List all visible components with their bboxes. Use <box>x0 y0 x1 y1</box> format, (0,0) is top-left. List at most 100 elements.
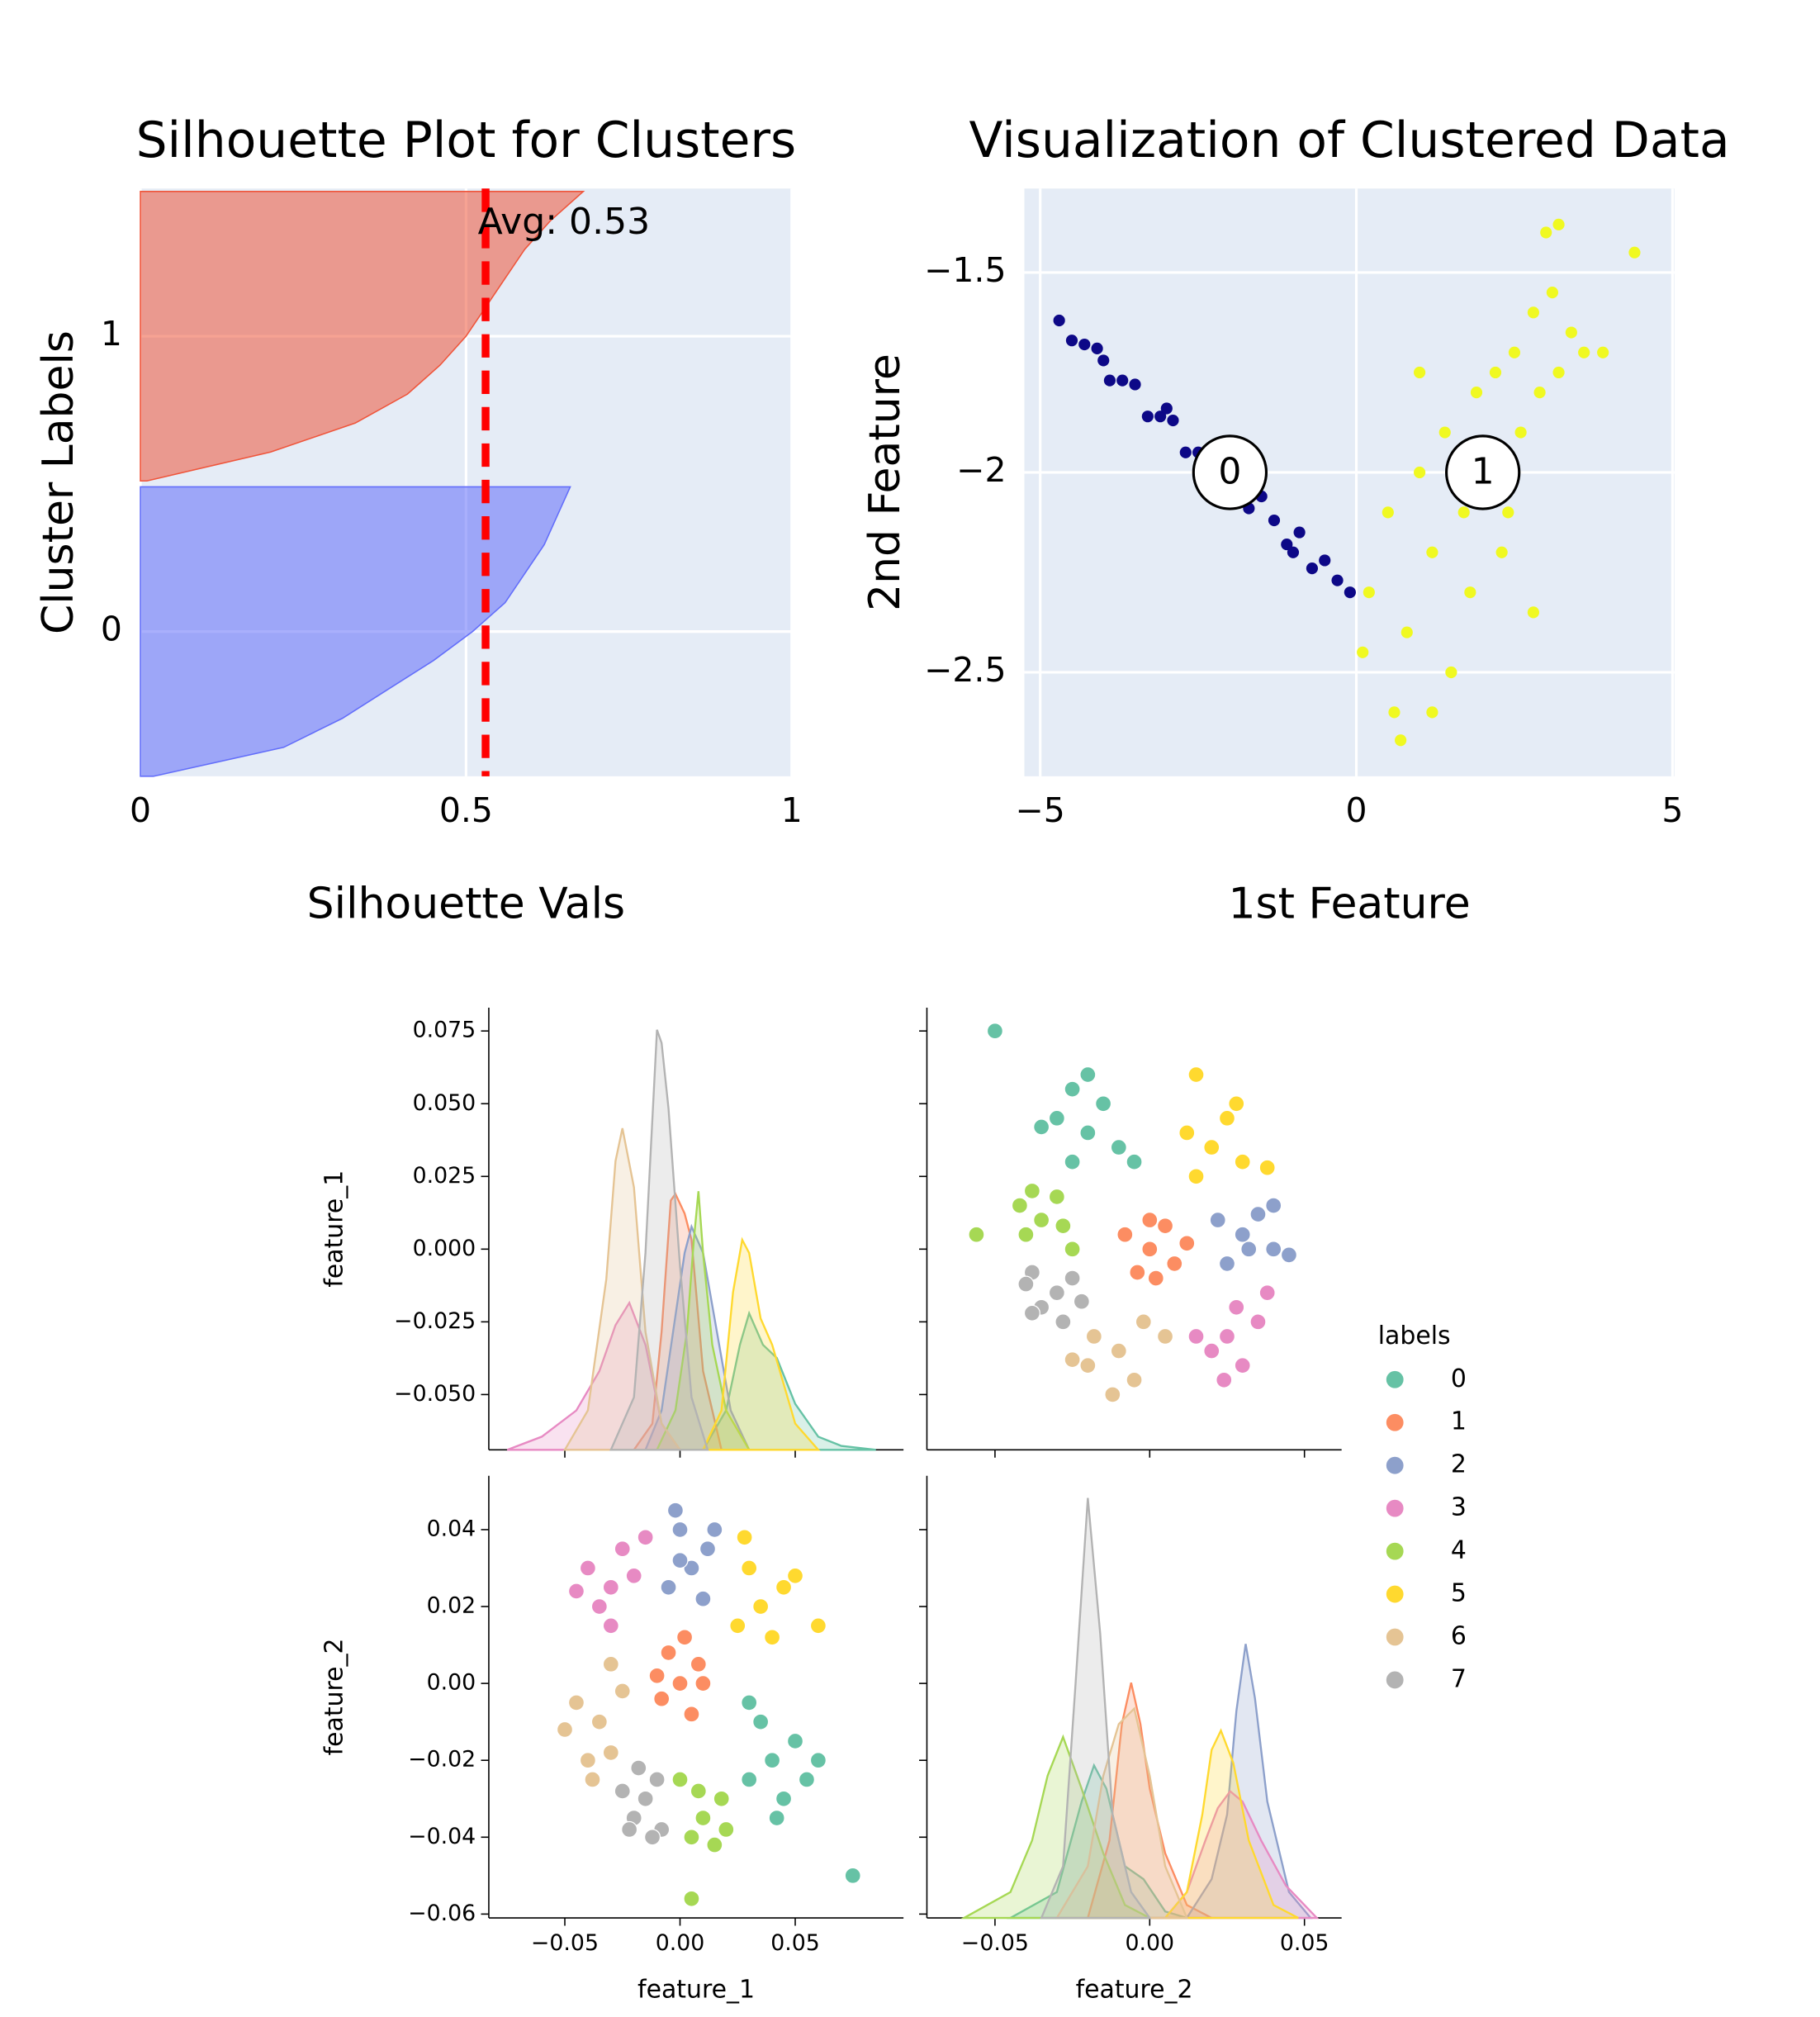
scatter-point <box>741 1559 758 1577</box>
scatter-point <box>809 1617 827 1635</box>
x-tick-label: 0 <box>1346 790 1367 830</box>
kde-curve <box>1185 1644 1313 1920</box>
scatter-point <box>1388 706 1401 719</box>
y-axis-label: feature_1 <box>320 1170 349 1288</box>
scatter-point <box>1470 387 1483 399</box>
legend-label: 7 <box>1451 1664 1467 1693</box>
scatter-point <box>671 1552 689 1569</box>
x-axis-label: 1st Feature <box>1228 879 1470 928</box>
y-tick-label: 0.075 <box>413 1018 476 1043</box>
scatter-point <box>1011 1197 1028 1214</box>
scatter-point <box>706 1521 723 1539</box>
legend-label: 0 <box>1451 1364 1467 1393</box>
cluster-center-label: 0 <box>1218 451 1241 493</box>
scatter-point <box>602 1578 619 1596</box>
scatter-point <box>1064 1241 1081 1258</box>
scatter-point <box>1048 1188 1065 1206</box>
scatter-point <box>1218 1255 1236 1273</box>
scatter-point <box>637 1529 654 1546</box>
scatter-point <box>786 1732 804 1750</box>
scatter-point <box>1023 1182 1040 1199</box>
scatter-point <box>683 1829 700 1846</box>
scatter-point <box>1048 1109 1065 1127</box>
scatter-point <box>683 1890 700 1907</box>
scatter-point <box>1126 1371 1143 1388</box>
kde-curve <box>960 1734 1150 1920</box>
legend-marker <box>1385 1498 1405 1518</box>
scatter-point <box>1258 1284 1276 1302</box>
x-tick-label: −0.05 <box>961 1930 1029 1956</box>
y-axis-label: feature_2 <box>320 1638 349 1755</box>
kde-curve <box>632 1192 723 1451</box>
scatter-point <box>671 1675 689 1692</box>
kde-curve <box>1055 1706 1189 1920</box>
scatter-point <box>1249 1313 1267 1331</box>
y-tick-label: 1 <box>101 314 122 354</box>
scatter-point <box>1546 287 1558 299</box>
chart-title: Visualization of Clustered Data <box>969 112 1730 169</box>
scatter-point <box>1363 586 1375 599</box>
scatter-point <box>1234 1357 1251 1374</box>
scatter-point <box>1048 1284 1065 1302</box>
scatter-point <box>1079 1065 1097 1084</box>
legend-label: 6 <box>1451 1621 1467 1650</box>
scatter-point <box>660 1578 677 1596</box>
scatter-point <box>786 1567 804 1584</box>
average-label: Avg: 0.53 <box>478 201 651 243</box>
scatter-point <box>1533 387 1546 399</box>
scatter-point <box>752 1713 770 1730</box>
chart-title: Silhouette Plot for Clusters <box>136 112 797 169</box>
scatter-point <box>1527 606 1540 619</box>
scatter-point <box>1552 218 1565 230</box>
scatter-point <box>660 1644 677 1661</box>
x-tick-label: 0 <box>130 790 151 830</box>
scatter-point <box>1281 538 1293 551</box>
scatter-point <box>729 1617 746 1635</box>
kde-curve <box>1163 1728 1299 1920</box>
scatter-point <box>1414 366 1426 379</box>
scatter-point <box>1597 346 1609 358</box>
scatter-point <box>648 1771 666 1788</box>
scatter-point <box>1160 402 1173 415</box>
scatter-point <box>1382 506 1394 519</box>
x-tick-label: 1 <box>781 790 803 830</box>
scatter-point <box>1187 1065 1205 1084</box>
y-tick-label: 0 <box>101 610 122 649</box>
scatter-point <box>1166 1255 1183 1273</box>
kde-curve <box>1163 1789 1320 1920</box>
y-tick-label: 0.050 <box>413 1090 476 1116</box>
scatter-point <box>590 1597 608 1616</box>
legend-title: labels <box>1378 1322 1451 1350</box>
scatter-point <box>713 1790 730 1807</box>
scatter-point <box>1228 1095 1245 1113</box>
scatter-point <box>1319 554 1331 567</box>
scatter-point <box>1023 1304 1040 1322</box>
legend-label: 1 <box>1451 1407 1467 1436</box>
silhouette-area <box>140 486 571 777</box>
scatter-point <box>1426 706 1438 719</box>
scatter-point <box>1091 342 1103 354</box>
y-tick-label: −0.04 <box>408 1824 476 1849</box>
scatter-point <box>602 1744 619 1761</box>
scatter-point <box>683 1559 700 1577</box>
y-tick-label: 0.000 <box>413 1236 476 1261</box>
scatter-point <box>764 1752 781 1769</box>
y-tick-label: −0.050 <box>394 1381 476 1407</box>
kde-curve <box>701 1236 821 1451</box>
scatter-point <box>1265 1241 1282 1258</box>
scatter-point <box>1187 1168 1205 1185</box>
scatter-point <box>614 1540 631 1558</box>
scatter-point <box>1234 1226 1251 1243</box>
scatter-point <box>1178 1235 1196 1252</box>
scatter-point <box>768 1809 785 1827</box>
scatter-point <box>1116 374 1129 387</box>
scatter-point <box>690 1655 707 1673</box>
scatter-point <box>1178 1124 1196 1141</box>
cluster-center <box>1445 434 1521 510</box>
scatter-point <box>666 1502 684 1519</box>
cluster-center-label: 1 <box>1472 451 1495 493</box>
scatter-point <box>752 1597 770 1616</box>
scatter-point <box>1552 366 1565 379</box>
scatter-point <box>556 1720 574 1739</box>
scatter-point <box>1258 1159 1276 1176</box>
